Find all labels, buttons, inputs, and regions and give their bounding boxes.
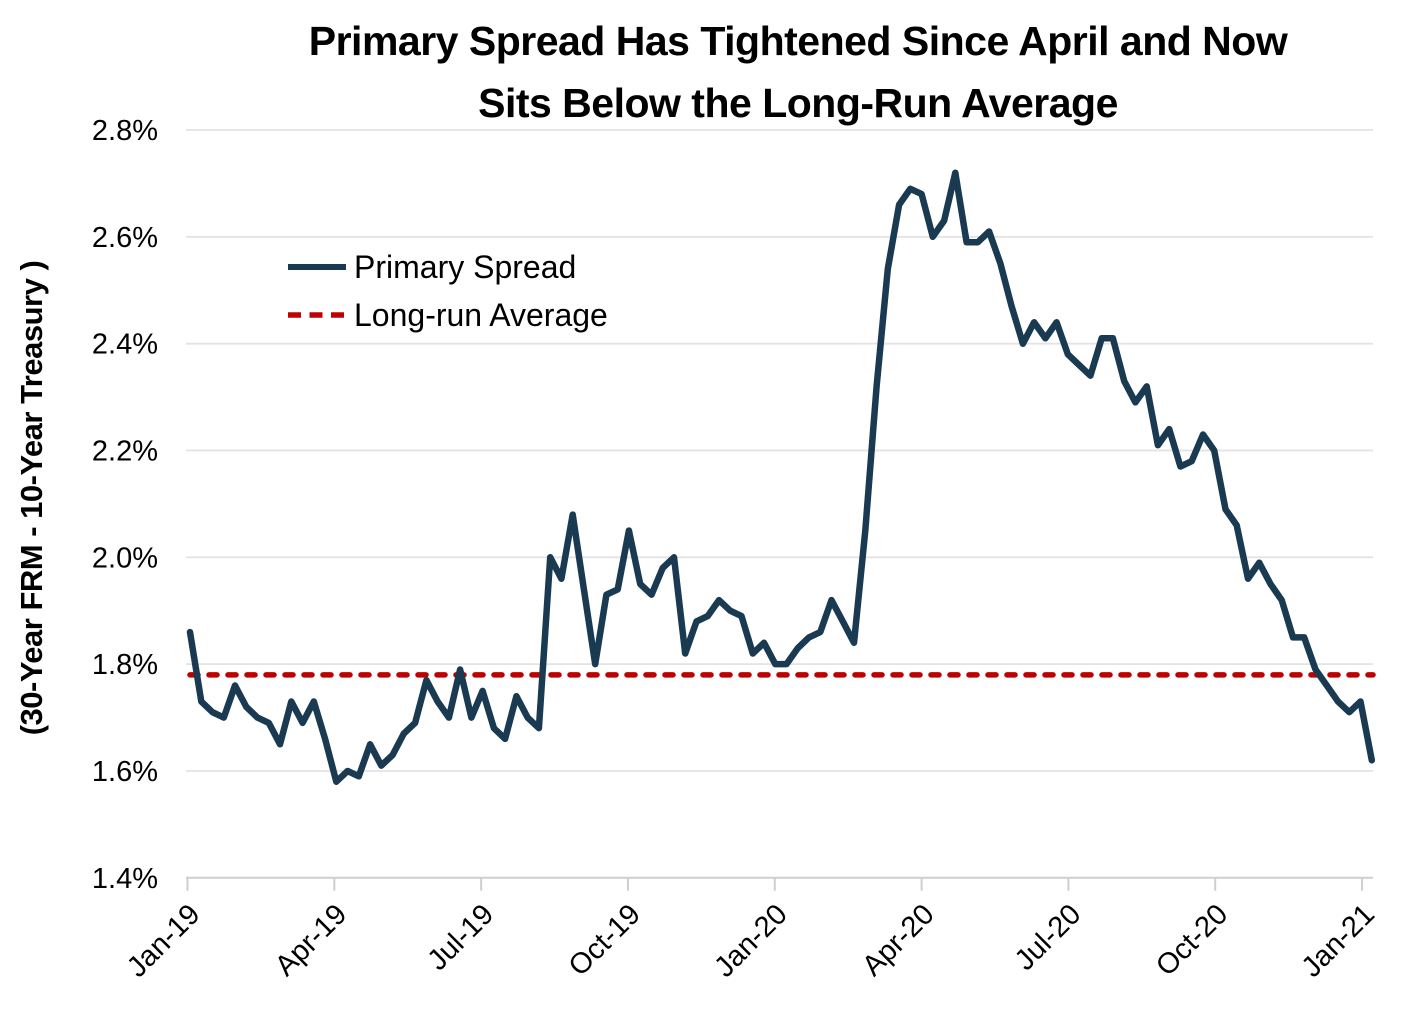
chart-title: Primary Spread Has Tightened Since April…: [172, 10, 1421, 134]
x-tick-label: Jul-20: [1009, 898, 1087, 976]
y-tick-label: 2.0%: [92, 542, 158, 574]
y-tick-label: 2.8%: [92, 115, 158, 147]
y-tick-label: 1.4%: [92, 863, 158, 895]
legend-item-long-run-average: Long-run Average: [286, 294, 608, 336]
primary-spread-line: [186, 169, 1376, 785]
y-tick-label: 2.4%: [92, 329, 158, 361]
dashed-line-swatch: [288, 312, 346, 318]
x-tick-label: Apr-20: [856, 898, 940, 982]
x-tick-label: Apr-19: [269, 898, 353, 982]
solid-line-swatch: [288, 264, 346, 270]
x-tick-label: Jan-19: [121, 898, 206, 983]
legend-item-primary-spread: Primary Spread: [286, 246, 608, 288]
y-tick-label: 1.6%: [92, 756, 158, 788]
x-tick-label: Jan-21: [1296, 898, 1381, 983]
y-tick-label: 2.2%: [92, 436, 158, 468]
legend-label-long-run-average: Long-run Average: [354, 296, 608, 333]
legend: Primary Spread Long-run Average: [286, 246, 608, 336]
x-tick-label: Oct-19: [563, 898, 647, 982]
x-tick-label: Jul-19: [422, 898, 500, 976]
chart-title-line1: Primary Spread Has Tightened Since April…: [308, 18, 1288, 64]
chart-title-line2: Sits Below the Long-Run Average: [478, 80, 1118, 126]
x-tick-label: Oct-20: [1150, 898, 1234, 982]
x-tick-label: Jan-20: [708, 898, 793, 983]
y-tick-label: 2.6%: [92, 222, 158, 254]
y-tick-label: 1.8%: [92, 649, 158, 681]
legend-label-primary-spread: Primary Spread: [354, 248, 577, 285]
y-axis-label: (30-Year FRM - 10-Year Treasury ): [14, 260, 49, 736]
